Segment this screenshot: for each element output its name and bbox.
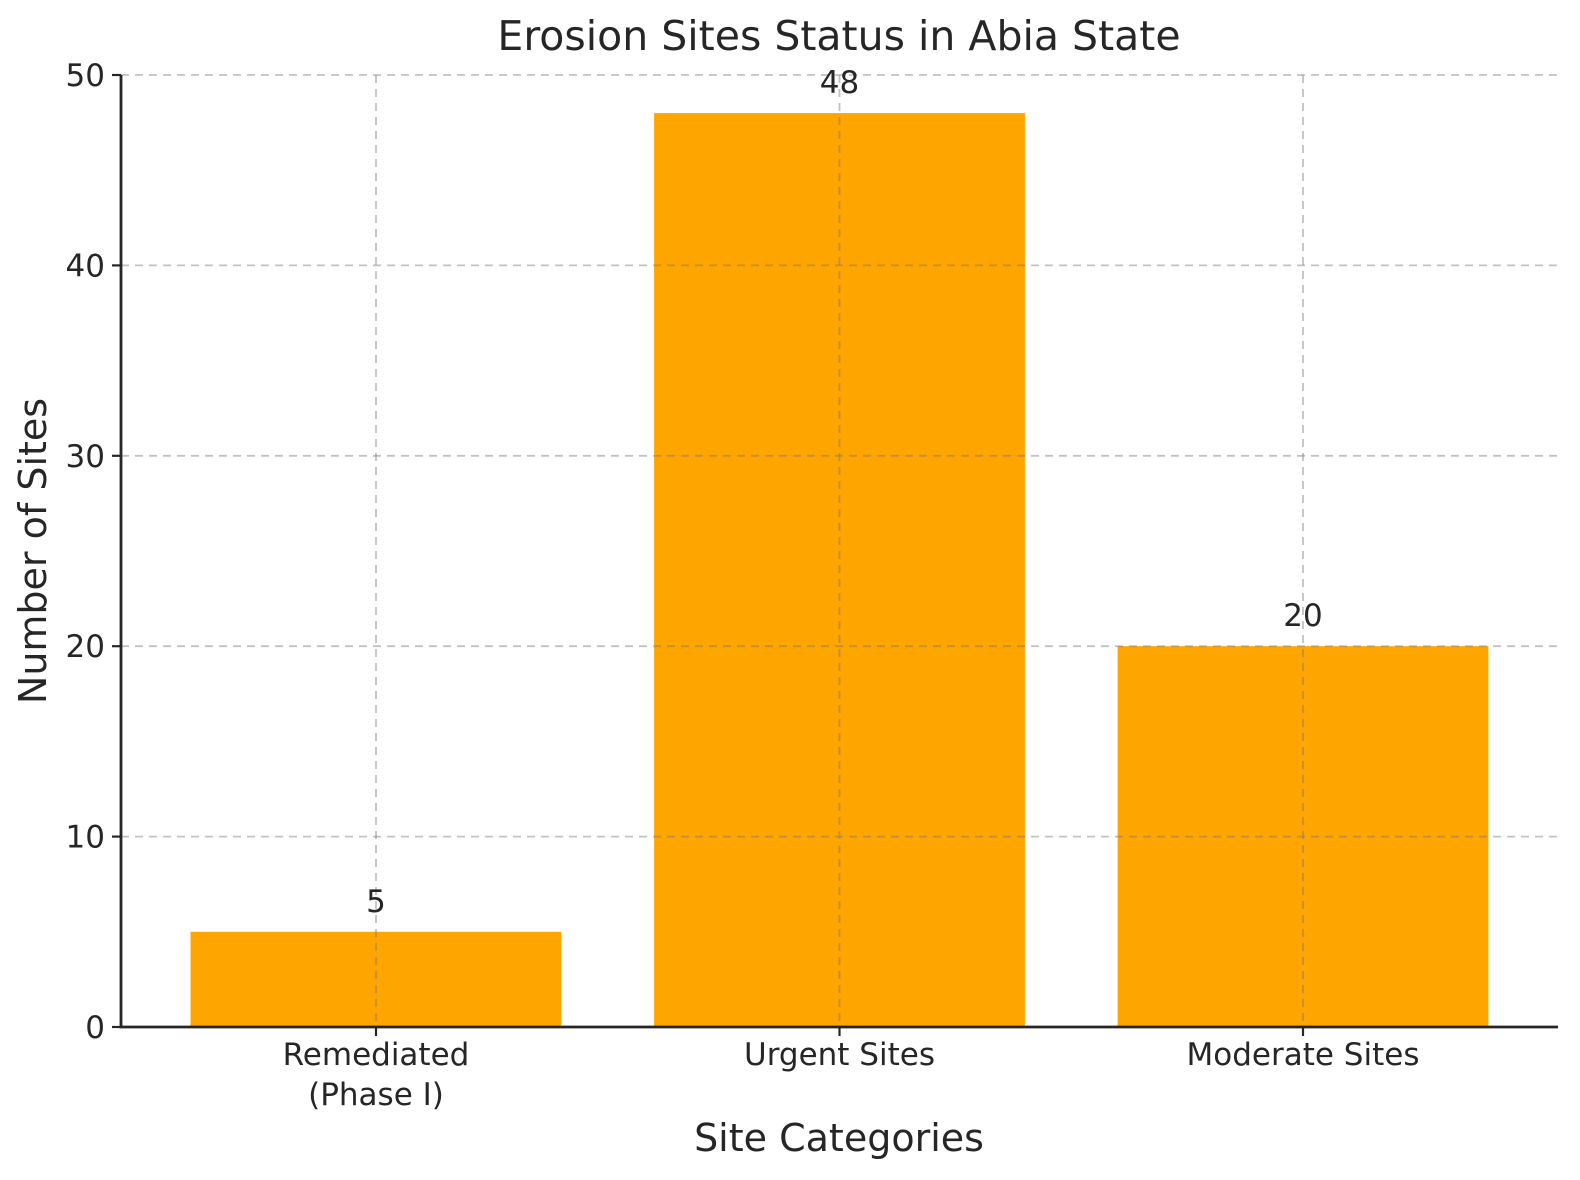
bar-value-label-remediated: 5	[366, 884, 386, 920]
x-tick-label-urgent-sites: Urgent Sites	[744, 1037, 935, 1073]
bar-urgent-sites	[654, 113, 1025, 1028]
tick-labels-layer: 0 10 20 30 40 50 Remediated (Phase I) Urgent Sit…	[66, 58, 1420, 1113]
y-tick-label-40: 40	[66, 248, 105, 284]
x-tick-label-remediated-line2: (Phase I)	[308, 1077, 444, 1113]
x-axis-label: Site Categories	[694, 1116, 984, 1160]
bar-value-label-moderate-sites: 20	[1283, 598, 1322, 634]
axes-layer	[112, 73, 1558, 1036]
y-tick-label-50: 50	[66, 58, 105, 94]
bar-value-labels-layer: 5 48 20	[366, 65, 1323, 920]
y-tick-label-10: 10	[66, 820, 105, 856]
x-tick-label-moderate-sites: Moderate Sites	[1187, 1037, 1420, 1073]
bars-layer	[190, 113, 1489, 1028]
y-tick-label-30: 30	[66, 439, 105, 475]
chart-title: Erosion Sites Status in Abia State	[497, 12, 1180, 60]
gridlines-layer	[121, 74, 1558, 1027]
x-tick-label-remediated: Remediated	[283, 1037, 470, 1073]
bar-value-label-urgent-sites: 48	[820, 65, 859, 101]
y-tick-label-0: 0	[85, 1010, 105, 1046]
y-tick-label-20: 20	[66, 629, 105, 665]
bar-remediated	[190, 931, 562, 1027]
y-axis-label: Number of Sites	[11, 398, 55, 704]
bar-moderate-sites	[1117, 646, 1489, 1027]
